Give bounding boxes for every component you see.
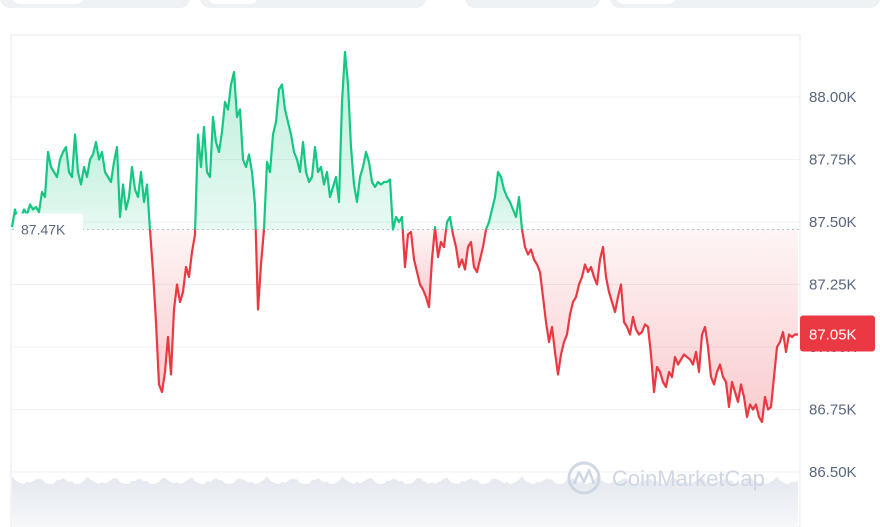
line-above-reference: [262, 50, 404, 231]
range-tab-group-3[interactable]: [465, 0, 600, 8]
line-below-reference: [434, 229, 448, 259]
y-tick-label: 86.75K: [809, 402, 857, 419]
line-above-reference: [445, 215, 454, 230]
reference-price-text: 87.47K: [21, 222, 66, 238]
y-tick-label: 87.75K: [809, 152, 857, 169]
watermark-text: CoinMarketCap: [612, 466, 765, 491]
y-tick-label: 88.00K: [809, 89, 857, 106]
watermark: CoinMarketCap: [567, 461, 765, 495]
line-below-reference: [520, 229, 798, 424]
range-tab-group-4[interactable]: [610, 0, 880, 8]
price-line: [10, 50, 798, 424]
line-below-reference: [401, 229, 436, 309]
area-above-reference: [486, 172, 522, 230]
line-below-reference: [254, 229, 266, 311]
area-above-reference: [195, 72, 256, 230]
area-below-reference: [402, 229, 435, 307]
y-tick-label: 86.50K: [809, 464, 857, 481]
line-above-reference: [484, 170, 524, 230]
line-above-reference: [194, 70, 257, 230]
y-axis-ticks: 88.00K87.75K87.50K87.25K87.00K86.75K86.5…: [809, 89, 857, 481]
y-tick-label: 87.50K: [809, 214, 857, 231]
line-below-reference: [148, 229, 197, 394]
range-tab-group-2[interactable]: [200, 0, 426, 8]
volume-area: [12, 476, 798, 527]
line-below-reference: [451, 229, 488, 274]
line-above-reference: [433, 225, 437, 230]
current-price-text: 87.05K: [809, 327, 857, 344]
area-below-reference: [150, 229, 196, 392]
line-above-reference: [10, 133, 152, 230]
coinmarketcap-logo-icon: [567, 461, 601, 495]
volume-bars: [12, 476, 798, 527]
area-above-reference: [264, 52, 403, 230]
range-tab-group-1[interactable]: [0, 0, 190, 8]
price-area: [12, 52, 798, 422]
chart-frame: [10, 34, 801, 527]
area-below-reference: [522, 229, 798, 422]
y-tick-label: 87.25K: [809, 277, 857, 294]
current-price-badge: 87.05K: [800, 315, 875, 352]
range-tabs: [0, 0, 880, 12]
reference-price-label: 87.47K: [15, 213, 83, 240]
